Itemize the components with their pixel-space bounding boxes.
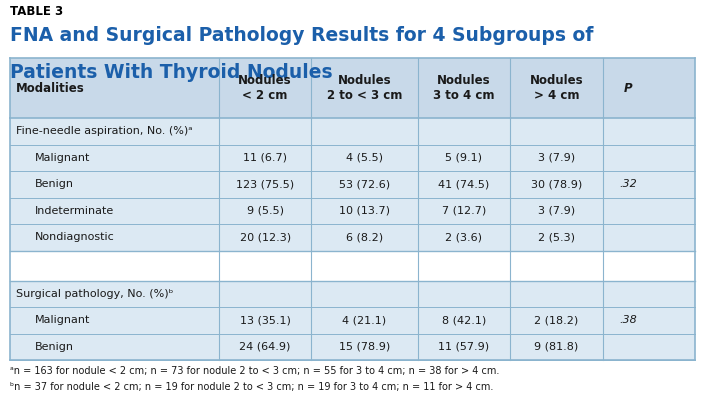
Text: 53 (72.6): 53 (72.6) xyxy=(339,179,390,189)
Text: ᵃn = 163 for nodule < 2 cm; n = 73 for nodule 2 to < 3 cm; n = 55 for 3 to 4 cm;: ᵃn = 163 for nodule < 2 cm; n = 73 for n… xyxy=(10,366,499,376)
Text: 4 (21.1): 4 (21.1) xyxy=(343,315,386,325)
Bar xyxy=(10,198,695,224)
Text: 11 (57.9): 11 (57.9) xyxy=(439,342,489,352)
Bar xyxy=(10,58,695,118)
Text: 13 (35.1): 13 (35.1) xyxy=(240,315,290,325)
Text: 9 (5.5): 9 (5.5) xyxy=(247,206,283,216)
Text: 2 (5.3): 2 (5.3) xyxy=(538,232,575,242)
Text: 41 (74.5): 41 (74.5) xyxy=(439,179,489,189)
Text: 3 (7.9): 3 (7.9) xyxy=(538,153,575,163)
Text: Nodules
< 2 cm: Nodules < 2 cm xyxy=(238,74,292,102)
Text: 15 (78.9): 15 (78.9) xyxy=(339,342,390,352)
Bar xyxy=(10,250,695,280)
Text: 4 (5.5): 4 (5.5) xyxy=(346,153,383,163)
Bar xyxy=(10,118,695,144)
Text: 8 (42.1): 8 (42.1) xyxy=(442,315,486,325)
Text: Nodules
> 4 cm: Nodules > 4 cm xyxy=(529,74,583,102)
Text: 30 (78.9): 30 (78.9) xyxy=(531,179,582,189)
Text: 9 (81.8): 9 (81.8) xyxy=(534,342,578,352)
Text: Benign: Benign xyxy=(35,342,74,352)
Text: Indeterminate: Indeterminate xyxy=(35,206,114,216)
Text: 5 (9.1): 5 (9.1) xyxy=(446,153,482,163)
Bar xyxy=(10,144,695,171)
Text: 24 (64.9): 24 (64.9) xyxy=(240,342,291,352)
Bar xyxy=(10,334,695,360)
Text: P: P xyxy=(624,82,632,94)
Text: 3 (7.9): 3 (7.9) xyxy=(538,206,575,216)
Text: .32: .32 xyxy=(619,179,637,189)
Text: .38: .38 xyxy=(619,315,637,325)
Bar xyxy=(10,307,695,334)
Text: Benign: Benign xyxy=(35,179,74,189)
Text: Fine-needle aspiration, No. (%)ᵃ: Fine-needle aspiration, No. (%)ᵃ xyxy=(16,126,192,136)
Text: Nondiagnostic: Nondiagnostic xyxy=(35,232,115,242)
Text: 6 (8.2): 6 (8.2) xyxy=(346,232,383,242)
Bar xyxy=(10,280,695,307)
Bar xyxy=(10,171,695,198)
Text: Nodules
2 to < 3 cm: Nodules 2 to < 3 cm xyxy=(327,74,402,102)
Text: FNA and Surgical Pathology Results for 4 Subgroups of: FNA and Surgical Pathology Results for 4… xyxy=(10,26,594,45)
Text: 11 (6.7): 11 (6.7) xyxy=(243,153,287,163)
Text: 10 (13.7): 10 (13.7) xyxy=(339,206,390,216)
Text: Patients With Thyroid Nodules: Patients With Thyroid Nodules xyxy=(10,63,333,82)
Text: Modalities: Modalities xyxy=(16,82,85,94)
Text: Nodules
3 to 4 cm: Nodules 3 to 4 cm xyxy=(433,74,495,102)
Text: Malignant: Malignant xyxy=(35,153,90,163)
Text: 20 (12.3): 20 (12.3) xyxy=(240,232,290,242)
Text: 2 (18.2): 2 (18.2) xyxy=(534,315,578,325)
Text: Malignant: Malignant xyxy=(35,315,90,325)
Bar xyxy=(10,224,695,250)
Text: 7 (12.7): 7 (12.7) xyxy=(442,206,486,216)
Text: ᵇn = 37 for nodule < 2 cm; n = 19 for nodule 2 to < 3 cm; n = 19 for 3 to 4 cm; : ᵇn = 37 for nodule < 2 cm; n = 19 for no… xyxy=(10,382,493,392)
Text: 123 (75.5): 123 (75.5) xyxy=(236,179,294,189)
Text: 2 (3.6): 2 (3.6) xyxy=(446,232,482,242)
Text: Surgical pathology, No. (%)ᵇ: Surgical pathology, No. (%)ᵇ xyxy=(16,289,173,299)
Text: TABLE 3: TABLE 3 xyxy=(10,5,63,18)
